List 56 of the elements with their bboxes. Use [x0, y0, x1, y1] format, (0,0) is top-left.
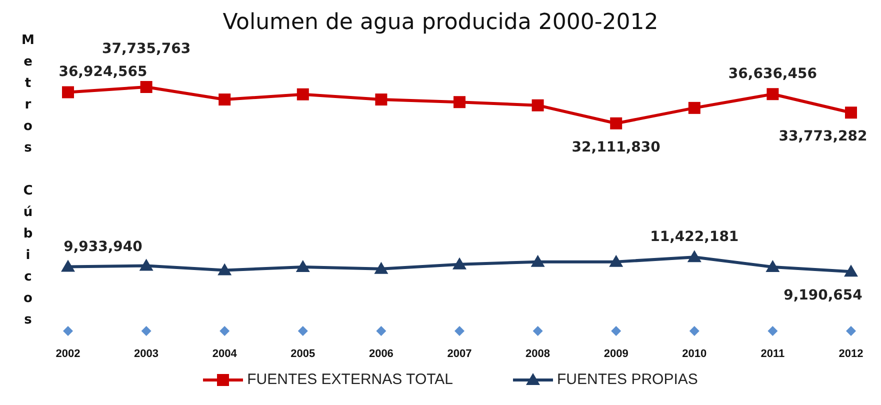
x-tick-label: 2002: [56, 348, 80, 360]
point: [220, 326, 230, 336]
point: [61, 260, 75, 272]
point: [844, 264, 858, 277]
point: [610, 117, 622, 130]
point: [530, 254, 545, 267]
x-tick-label: 2005: [290, 348, 316, 360]
x-tick-label: 2010: [682, 348, 707, 360]
x-tick-label: 2012: [838, 348, 864, 360]
legend-label: FUENTES EXTERNAS TOTAL: [246, 371, 454, 388]
point: [218, 263, 232, 276]
x-tick-label: 2007: [447, 348, 472, 360]
data-label: 9,190,654: [784, 288, 863, 304]
x-tick-label: 2011: [760, 348, 785, 360]
text: Metros Cúbicos: [22, 33, 34, 328]
chart-title: Volumen de agua producida 2000-2012: [222, 10, 658, 35]
point: [845, 106, 857, 119]
data-label: 9,933,940: [64, 238, 143, 255]
data-label: 11,422,181: [650, 229, 739, 246]
point: [609, 254, 624, 267]
point: [532, 326, 543, 336]
x-tick-label: 2006: [368, 348, 394, 360]
point: [296, 88, 309, 100]
data-label: 32,111,830: [572, 139, 661, 156]
data-label: 37,735,763: [102, 41, 191, 57]
point: [62, 86, 74, 98]
point: [846, 326, 856, 336]
data-label: 36,924,565: [58, 64, 148, 80]
data-label: 36,636,456: [728, 66, 817, 82]
data-label: 33,773,282: [778, 128, 868, 145]
point: [140, 81, 152, 93]
point: [376, 326, 386, 336]
x-tick-label: 2008: [526, 348, 550, 360]
point: [218, 94, 231, 106]
point: [611, 326, 622, 336]
point: [689, 326, 700, 336]
x-tick-label: 2009: [604, 348, 628, 360]
point: [688, 102, 700, 114]
point: [298, 326, 308, 336]
point: [63, 326, 73, 336]
point: [452, 257, 466, 270]
point: [454, 96, 466, 108]
point: [768, 326, 778, 336]
point: [454, 326, 464, 336]
point: [766, 88, 779, 100]
point: [139, 258, 154, 271]
legend-label: FUENTES PROPIAS: [556, 371, 698, 388]
point: [375, 94, 388, 106]
point: [141, 326, 152, 336]
point: [374, 262, 388, 274]
point: [766, 260, 780, 272]
x-tick-label: 2003: [134, 348, 159, 360]
x-tick-label: 2004: [212, 348, 238, 360]
point: [296, 260, 310, 272]
point: [532, 99, 544, 112]
point: [687, 250, 702, 262]
